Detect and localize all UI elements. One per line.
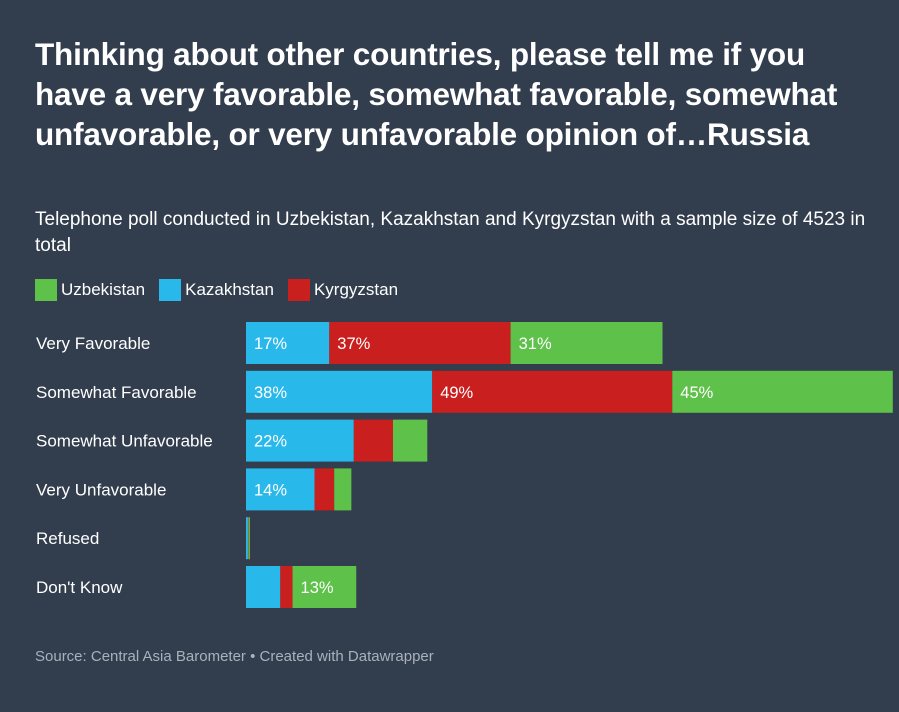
- legend-swatch-uzbekistan: [35, 279, 57, 301]
- bar-uzbekistan-very-favorable: [510, 322, 663, 364]
- bar-kyrgyzstan-refused: [247, 517, 249, 560]
- source-note: Source: Central Asia Barometer • Created…: [35, 648, 434, 665]
- category-label-refused: Refused: [36, 529, 99, 548]
- legend-label-kazakhstan: Kazakhstan: [185, 280, 274, 299]
- bar-uzbekistan-refused: [248, 517, 250, 560]
- category-label-somewhat-unfavorable: Somewhat Unfavorable: [36, 432, 213, 451]
- legend: Uzbekistan Kazakhstan Kyrgyzstan: [35, 278, 412, 302]
- legend-swatch-kyrgyzstan: [287, 279, 310, 301]
- chart-subtitle: Telephone poll conducted in Uzbekistan, …: [35, 209, 866, 256]
- bar-kyrgyzstan-very-favorable: [329, 322, 511, 364]
- value-label-kazakhstan-somewhat-favorable: 38%: [254, 384, 287, 402]
- bar-kazakhstan-don-t-know: [246, 566, 281, 608]
- value-label-kyrgyzstan-somewhat-favorable: 49%: [440, 384, 473, 402]
- bar-uzbekistan-don-t-know: [292, 566, 357, 608]
- category-label-somewhat-favorable: Somewhat Favorable: [36, 383, 197, 402]
- category-label-very-unfavorable: Very Unfavorable: [36, 480, 166, 499]
- bar-kazakhstan-very-unfavorable: [246, 468, 315, 511]
- value-label-uzbekistan-somewhat-favorable: 45%: [680, 384, 713, 402]
- bar-kazakhstan-somewhat-favorable: [246, 370, 433, 413]
- bar-kyrgyzstan-very-unfavorable: [314, 468, 335, 511]
- value-label-kazakhstan-very-favorable: 17%: [254, 335, 287, 353]
- bar-kyrgyzstan-somewhat-favorable: [432, 370, 673, 413]
- bar-uzbekistan-somewhat-unfavorable: [393, 419, 428, 462]
- bar-uzbekistan-very-unfavorable: [334, 468, 352, 511]
- value-label-kyrgyzstan-very-favorable: 37%: [337, 335, 370, 353]
- value-label-kazakhstan-very-unfavorable: 14%: [254, 481, 287, 499]
- bar-kazakhstan-very-favorable: [246, 322, 330, 364]
- bar-kazakhstan-refused: [246, 517, 248, 560]
- bar-kazakhstan-somewhat-unfavorable: [246, 419, 354, 462]
- legend-swatch-kazakhstan: [159, 279, 182, 301]
- legend-label-kyrgyzstan: Kyrgyzstan: [313, 280, 399, 299]
- bar-uzbekistan-somewhat-favorable: [672, 370, 893, 413]
- legend-item-kazakhstan: Kazakhstan: [159, 279, 274, 301]
- legend-item-kyrgyzstan: Kyrgyzstan: [287, 279, 399, 301]
- bar-kyrgyzstan-somewhat-unfavorable: [353, 419, 393, 462]
- value-label-uzbekistan-don-t-know: 13%: [301, 579, 334, 597]
- bar-kyrgyzstan-don-t-know: [280, 566, 293, 608]
- legend-item-uzbekistan: Uzbekistan: [35, 279, 145, 301]
- value-label-kazakhstan-somewhat-unfavorable: 22%: [254, 433, 287, 451]
- legend-label-uzbekistan: Uzbekistan: [61, 280, 146, 299]
- category-label-don-t-know: Don't Know: [36, 578, 123, 597]
- chart-title: Thinking about other countries, please t…: [35, 36, 838, 152]
- value-label-uzbekistan-very-favorable: 31%: [519, 335, 552, 353]
- category-label-very-favorable: Very Favorable: [36, 334, 150, 353]
